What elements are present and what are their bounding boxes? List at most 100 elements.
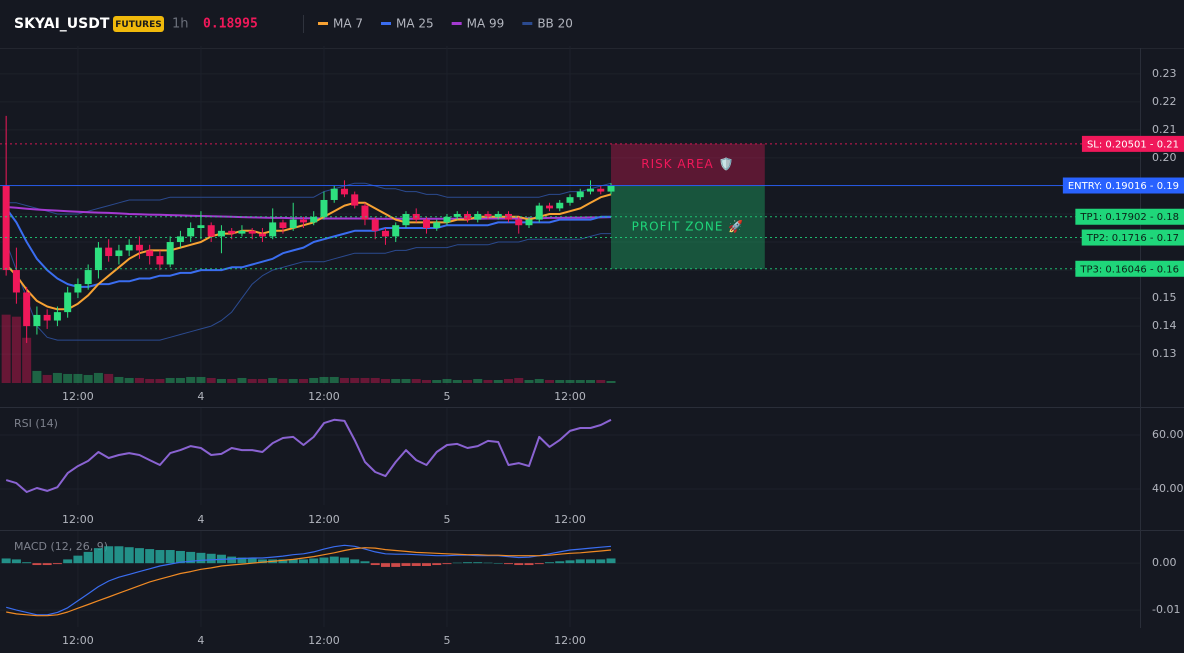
badge-bg: [113, 16, 164, 32]
x-tick-label: 4: [197, 390, 204, 403]
histogram-bar: [247, 558, 257, 564]
zone: [611, 185, 765, 269]
histogram-bar: [534, 563, 544, 565]
volume-bar: [370, 377, 380, 383]
volume-bar: [237, 377, 247, 383]
x-tick-label: 12:00: [308, 513, 340, 526]
volume-bar: [360, 377, 370, 383]
candle-body: [607, 185, 615, 192]
band-upper: [6, 182, 612, 215]
candle-body: [392, 225, 400, 237]
volume-bar: [22, 337, 32, 383]
y-tick-label: 0.15: [1152, 291, 1177, 304]
histogram-bar: [483, 562, 493, 564]
histogram-bar: [370, 563, 380, 566]
histogram-bar: [288, 559, 298, 564]
band-lower: [5, 233, 611, 341]
volume-bar: [134, 377, 144, 383]
histogram-bar: [350, 559, 360, 564]
volume-bar: [93, 372, 103, 383]
candle-body: [248, 230, 256, 234]
histogram-bar: [442, 563, 452, 565]
candle-body: [279, 222, 287, 229]
volume-bar: [350, 377, 360, 383]
volume-bar: [268, 377, 278, 383]
histogram-bar: [1, 558, 11, 564]
volume-bar: [196, 376, 206, 383]
badge: FUTURES: [115, 20, 161, 30]
volume-bar: [442, 378, 452, 383]
candle-body: [289, 219, 297, 229]
interval: 1h: [172, 17, 189, 32]
volume-bar: [145, 378, 155, 383]
histogram-bar: [524, 563, 534, 566]
candle-body: [146, 250, 154, 257]
volume-bar: [421, 379, 431, 383]
candle-body: [197, 225, 205, 229]
histogram-bar: [380, 563, 390, 567]
symbol: SKYAI_USDT: [14, 16, 110, 32]
candle-body: [320, 199, 328, 217]
volume-bar: [42, 374, 52, 383]
volume-bar: [339, 377, 349, 383]
y-tick-label: 60.00: [1152, 428, 1184, 441]
histogram-bar: [309, 558, 319, 564]
volume-bar: [411, 378, 421, 383]
candle-body: [545, 205, 553, 209]
x-tick-label: 5: [443, 634, 450, 647]
histogram-bar: [52, 563, 62, 565]
volume-bar: [1, 314, 11, 383]
x-tick-label: 12:00: [62, 634, 94, 647]
candle-body: [351, 194, 359, 206]
volume-bar: [514, 377, 524, 383]
volume-bar: [206, 377, 216, 383]
volume-bar: [257, 378, 267, 383]
level-label: TP2: 0.1716 - 0.17: [1086, 233, 1179, 244]
x-tick-label: 12:00: [308, 390, 340, 403]
macd-line: [6, 547, 612, 617]
histogram-bar: [298, 559, 308, 564]
x-tick-label: 12:00: [554, 634, 586, 647]
candle-body: [74, 284, 82, 293]
volume-bar: [524, 379, 534, 383]
candle-body: [125, 244, 133, 251]
volume-bar: [575, 379, 585, 383]
candle-body: [525, 219, 533, 226]
volume-bar: [544, 379, 554, 383]
histogram-bar: [452, 562, 462, 564]
volume-bar: [73, 373, 83, 383]
candle-body: [105, 247, 113, 257]
candle-body: [494, 213, 502, 217]
x-tick-label: 12:00: [554, 513, 586, 526]
candle-body: [597, 188, 605, 192]
level-label-bg: [1062, 177, 1184, 194]
level-label-bg: [1081, 229, 1184, 246]
candle-body: [64, 292, 72, 313]
histogram-bar: [155, 550, 165, 564]
histogram-bar: [432, 563, 442, 566]
candle-body: [504, 213, 512, 220]
candle-body: [433, 222, 441, 229]
candle-body: [453, 213, 461, 217]
candle-body: [463, 213, 471, 220]
x-tick-label: 5: [443, 513, 450, 526]
histogram-bar: [473, 562, 483, 564]
zone-label: PROFIT ZONE 🚀: [632, 220, 745, 234]
level-label-bg: [1075, 260, 1184, 277]
candle-body: [207, 225, 215, 237]
y-tick-label: 0.13: [1152, 347, 1177, 360]
histogram-bar: [360, 561, 370, 564]
macd-line: [6, 544, 612, 616]
pane-title: MACD (12, 26, 9): [14, 540, 108, 553]
volume-bar: [83, 374, 93, 383]
volume-bar: [462, 379, 472, 383]
volume-bar: [401, 378, 411, 383]
volume-bar: [452, 379, 462, 383]
histogram-bar: [42, 563, 52, 566]
indicator-line: [5, 418, 612, 493]
candle-body: [115, 250, 123, 257]
candle-body: [33, 314, 41, 327]
candle-body: [340, 188, 348, 195]
volume-bar: [329, 376, 339, 383]
volume-bar: [606, 380, 616, 383]
